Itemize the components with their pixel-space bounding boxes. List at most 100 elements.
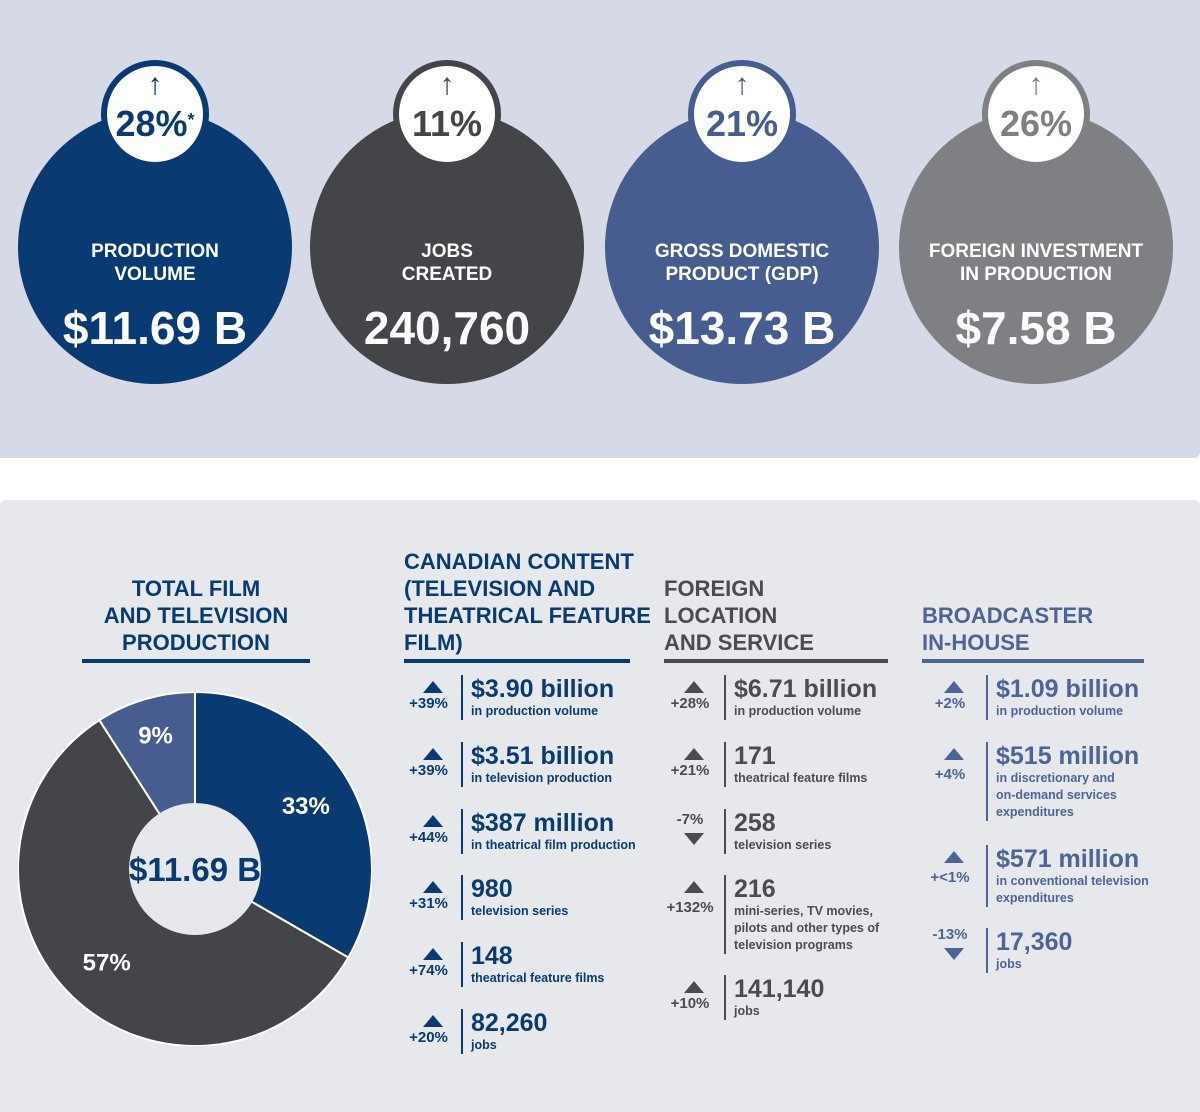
slice-label-3: 9% <box>138 723 173 750</box>
footnote-marker: * <box>187 110 195 130</box>
up-arrow-icon: ↑ <box>1028 68 1044 101</box>
broadcaster-in-house-stat: +2% $1.09 billion in production volume <box>922 675 1162 735</box>
stat-divider <box>986 675 988 720</box>
stat-value: $571 million <box>996 845 1140 873</box>
stat-change: +39% <box>409 762 448 779</box>
stat-change: -7% <box>676 811 704 828</box>
slice-label-2: 57% <box>83 950 131 977</box>
stat-change: -13% <box>932 926 968 943</box>
stat-description: mini-series, TV movies, pilots and other … <box>734 904 880 952</box>
stat-value: 171 <box>734 742 776 770</box>
stat-change: +28% <box>670 695 710 712</box>
kpi-change: 21% <box>705 103 779 144</box>
stat-change: +31% <box>409 895 448 912</box>
kpi-label: FOREIGN INVESTMENT IN PRODUCTION <box>928 241 1144 285</box>
stat-value: 148 <box>471 942 513 970</box>
up-triangle-icon <box>422 681 443 693</box>
up-arrow-icon: ↑ <box>734 68 750 101</box>
stat-divider <box>724 875 726 954</box>
kpi-circle: GROSS DOMESTIC PRODUCT (GDP) $13.73 B <box>605 110 879 384</box>
up-triangle-icon <box>684 748 704 760</box>
stat-description: jobs <box>996 957 1022 971</box>
broadcaster-in-house-title: BROADCASTER IN-HOUSE <box>922 603 1094 655</box>
stat-description: in television production <box>471 771 612 785</box>
kpi-change-badge: ↑ 28%* <box>101 60 209 168</box>
stat-description: in production volume <box>734 704 862 718</box>
kpi-circle: PRODUCTION VOLUME $11.69 B <box>18 110 292 384</box>
up-arrow-icon: ↑ <box>439 68 455 101</box>
up-triangle-icon <box>422 881 443 893</box>
kpi-label: JOBS CREATED <box>401 241 493 285</box>
stat-change: +132% <box>666 899 714 916</box>
kpi-value: $11.69 B <box>62 302 248 354</box>
stat-description: in theatrical film production <box>471 838 636 852</box>
donut-title: TOTAL FILM AND TELEVISION PRODUCTION <box>103 576 289 655</box>
stat-value: $1.09 billion <box>996 675 1140 703</box>
donut-hole <box>129 803 261 935</box>
stat-description: theatrical feature films <box>734 771 868 785</box>
kpi-3: GROSS DOMESTIC PRODUCT (GDP) $13.73 B ↑ 21% <box>605 60 879 384</box>
canadian-content-stat: +39% $3.51 billion in television productio… <box>404 742 644 802</box>
up-triangle-icon <box>684 981 704 993</box>
stat-value: 216 <box>734 875 776 903</box>
kpi-value: $7.58 B <box>955 302 1117 354</box>
stat-divider <box>461 1009 463 1054</box>
down-triangle-icon <box>684 833 704 845</box>
foreign-location-rule <box>664 659 888 663</box>
kpi-label: GROSS DOMESTIC PRODUCT (GDP) <box>654 241 830 285</box>
kpi-change-badge: ↑ 21% <box>688 60 796 168</box>
down-triangle-icon <box>944 948 964 960</box>
stat-divider <box>461 742 463 787</box>
stat-value: $3.51 billion <box>471 742 615 770</box>
broadcaster-in-house-rule <box>922 659 1144 663</box>
kpi-value: $13.73 B <box>648 302 836 354</box>
stat-divider <box>461 675 463 720</box>
donut-center-label: $11.69 B <box>129 851 261 888</box>
foreign-location-stat: +132% 216 mini-series, TV movies, pilots an… <box>664 875 904 954</box>
stat-description: television series <box>471 904 569 918</box>
foreign-location-stat: +10% 141,140 jobs <box>664 975 904 1035</box>
stat-value: 980 <box>471 875 513 903</box>
stat-change: +74% <box>409 962 448 979</box>
canadian-content-title: CANADIAN CONTENT (TELEVISION AND THEATRICA… <box>404 549 651 655</box>
stat-change: +20% <box>409 1029 448 1046</box>
donut-title-rule <box>82 659 310 663</box>
canadian-content-stat: +20% 82,260 jobs <box>404 1009 644 1069</box>
stat-change: +39% <box>409 695 448 712</box>
stat-description: in conventional television expenditures <box>996 874 1149 905</box>
stat-value: $515 million <box>996 742 1140 770</box>
up-triangle-icon <box>422 948 443 960</box>
up-triangle-icon <box>944 748 964 760</box>
stat-divider <box>724 809 726 854</box>
canadian-content-stat: +44% $387 million in theatrical film produ… <box>404 809 644 869</box>
stat-value: 82,260 <box>471 1009 548 1037</box>
donut-chart: 33% 57% 9% $11.69 B <box>18 692 372 1046</box>
stat-change: +2% <box>934 695 966 712</box>
canadian-content-rule <box>404 659 630 663</box>
stat-description: jobs <box>471 1038 497 1052</box>
stat-value: 17,360 <box>996 928 1073 956</box>
stat-change: +4% <box>934 766 966 783</box>
kpi-change-badge: ↑ 26% <box>982 60 1090 168</box>
stat-value: $3.90 billion <box>471 675 615 703</box>
stat-value: 141,140 <box>734 975 825 1003</box>
up-triangle-icon <box>944 851 964 863</box>
broadcaster-in-house-stat: -13% 17,360 jobs <box>922 926 1162 988</box>
kpi-4: FOREIGN INVESTMENT IN PRODUCTION $7.58 B ↑ 2… <box>899 60 1173 384</box>
stat-description: theatrical feature films <box>471 971 605 985</box>
up-triangle-icon <box>684 881 704 893</box>
kpi-change: 28%* <box>115 103 195 144</box>
stat-divider <box>461 809 463 854</box>
stat-description: in production volume <box>471 704 599 718</box>
kpi-change-badge: ↑ 11% <box>393 60 501 168</box>
stat-value: $6.71 billion <box>734 675 878 703</box>
stat-description: jobs <box>734 1004 760 1018</box>
kpi-circle: FOREIGN INVESTMENT IN PRODUCTION $7.58 B <box>899 110 1173 384</box>
stat-divider <box>724 742 726 787</box>
up-triangle-icon <box>422 815 443 827</box>
stat-divider <box>986 845 988 907</box>
kpi-change: 26% <box>999 103 1073 144</box>
up-triangle-icon <box>944 681 964 693</box>
up-triangle-icon <box>422 748 443 760</box>
stat-divider <box>461 942 463 987</box>
